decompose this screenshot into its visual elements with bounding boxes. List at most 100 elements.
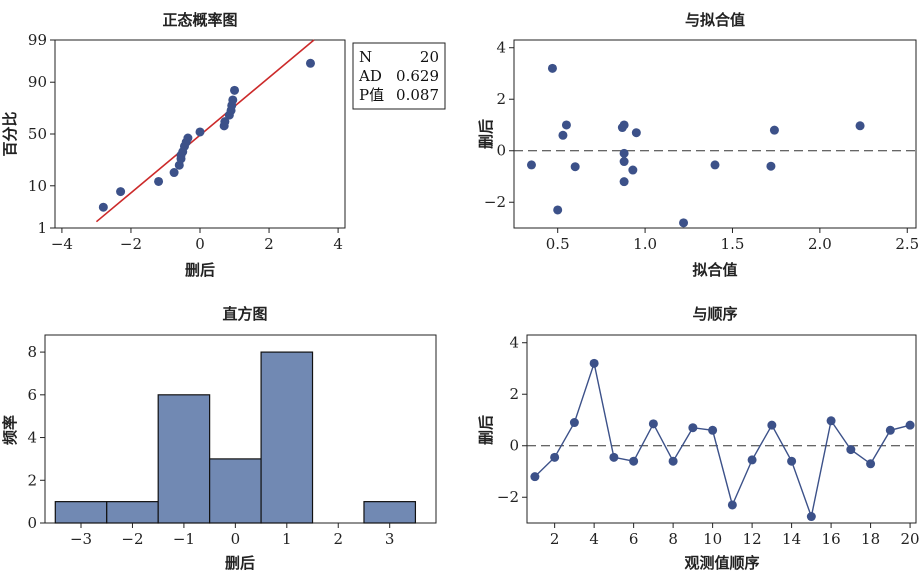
order-plot-xtick-label: 4 <box>589 530 599 548</box>
fits-plot-ytick-label: 2 <box>496 90 506 108</box>
normal-plot-point <box>116 187 126 197</box>
fits-plot-ytick-label: 4 <box>496 39 506 57</box>
fits-plot-point <box>855 121 865 131</box>
histogram-xtick-label: 2 <box>333 530 343 548</box>
histogram-ytick-label: 4 <box>27 429 37 447</box>
fits-plot-point <box>766 161 776 171</box>
order-plot-point <box>767 420 777 430</box>
order-plot-xtick-label: 16 <box>822 530 841 548</box>
histogram-ytick-label: 0 <box>27 514 37 532</box>
order-plot-point <box>885 425 895 435</box>
order-plot-point <box>866 459 876 469</box>
order-plot-point <box>688 423 698 433</box>
histogram-bar <box>260 351 314 524</box>
histogram-xlabel: 删后 <box>225 554 255 572</box>
normal-plot-point <box>183 133 193 143</box>
residuals-vs-fits-plot: 与拟合值 拟合值 删后 0.5 1.0 1.5 2.0 2.5 −2 0 2 4 <box>477 11 919 279</box>
normal-plot-ytick-label: 10 <box>28 177 47 195</box>
fits-plot-point <box>631 128 641 138</box>
fits-plot-point <box>558 130 568 140</box>
normal-plot-ytick-label: 1 <box>37 219 47 237</box>
order-plot-xlabel: 观测值顺序 <box>684 554 759 572</box>
stats-label-2: P值 <box>359 86 384 104</box>
order-plot-point <box>806 512 816 522</box>
histogram-bar <box>54 501 108 524</box>
fits-plot-frame <box>513 39 917 229</box>
stats-label-1: AD <box>358 67 382 85</box>
fits-plot-xtick-label: 2.5 <box>895 235 919 253</box>
normal-plot-xtick-label: −2 <box>120 235 142 253</box>
order-plot-ytick-label: 4 <box>509 334 519 352</box>
fits-plot-ytick-label: −2 <box>484 193 506 211</box>
histogram-bar <box>106 501 159 524</box>
fits-plot-xlabel: 拟合值 <box>692 261 737 279</box>
stats-value-2: 0.087 <box>396 86 439 104</box>
order-plot-point <box>648 419 658 429</box>
normal-plot-stats-box: N 20 AD 0.629 P值 0.087 <box>352 42 446 110</box>
histogram-xtick-label: −3 <box>70 530 92 548</box>
histogram-ylabel: 频率 <box>1 415 19 445</box>
normal-plot-xtick-label: 2 <box>264 235 274 253</box>
fits-plot-xtick-label: 2.0 <box>808 235 832 253</box>
histogram-xtick-label: 3 <box>385 530 395 548</box>
fits-plot-point <box>619 157 629 167</box>
normal-plot-ytick-label: 90 <box>28 73 47 91</box>
fits-plot-point <box>561 120 571 130</box>
order-plot-xtick-label: 2 <box>550 530 560 548</box>
fits-plot-point <box>547 63 557 73</box>
fits-plot-xtick-label: 1.5 <box>721 235 745 253</box>
normal-fit-line <box>95 39 315 223</box>
order-plot-xtick-label: 20 <box>901 530 919 548</box>
histogram-ytick-label: 8 <box>27 343 37 361</box>
order-plot-ytick-label: 2 <box>509 385 519 403</box>
order-series-line <box>534 360 911 520</box>
fits-plot-point <box>769 125 779 135</box>
stats-label-0: N <box>359 48 372 66</box>
order-plot-point <box>569 418 579 428</box>
fits-plot-point <box>628 165 638 175</box>
histogram-ytick-label: 6 <box>27 386 37 404</box>
histogram-ytick-label: 2 <box>27 471 37 489</box>
histogram-bar <box>363 501 417 524</box>
normal-plot-xlabel: 删后 <box>185 261 215 279</box>
histogram-title: 直方图 <box>222 305 267 323</box>
histogram-xtick-label: −2 <box>121 530 143 548</box>
order-plot-point <box>668 456 678 466</box>
order-plot-point <box>550 452 560 462</box>
residuals-vs-order-plot: 与顺序 观测值顺序 删后 2 4 6 8 10 12 14 16 18 20 −2 0 2 4 <box>477 305 919 572</box>
normal-plot-point <box>230 85 240 95</box>
order-plot-xtick-label: 14 <box>782 530 801 548</box>
histogram-xtick-label: 0 <box>231 530 241 548</box>
order-plot-point <box>708 425 718 435</box>
normal-plot-ytick-label: 50 <box>28 125 47 143</box>
fits-plot-point <box>570 162 580 172</box>
order-plot-point <box>589 358 599 368</box>
normal-plot-title: 正态概率图 <box>162 11 237 29</box>
order-plot-point <box>905 420 915 430</box>
order-plot-xtick-label: 10 <box>703 530 722 548</box>
order-plot-point <box>826 416 836 426</box>
order-plot-point <box>787 456 797 466</box>
fits-plot-point <box>619 148 629 158</box>
order-plot-point <box>530 472 540 482</box>
normal-probability-plot: 正态概率图 删后 百分比 −4 −2 0 2 4 1 10 50 90 99 N 20 AD 0.629… <box>1 11 446 279</box>
histogram-xtick-label: −1 <box>173 530 195 548</box>
order-plot-frame <box>526 334 917 524</box>
order-plot-point <box>629 456 639 466</box>
normal-plot-point <box>220 117 230 127</box>
order-plot-xtick-label: 12 <box>743 530 762 548</box>
normal-plot-point <box>154 176 164 186</box>
normal-plot-xtick-label: −4 <box>51 235 73 253</box>
stats-value-1: 0.629 <box>396 67 439 85</box>
normal-plot-point <box>228 95 238 105</box>
fits-plot-point <box>619 120 629 130</box>
histogram-bar <box>209 458 262 524</box>
order-plot-ylabel: 删后 <box>477 415 495 445</box>
order-plot-point <box>609 452 619 462</box>
normal-plot-xtick-label: 4 <box>333 235 343 253</box>
normal-plot-ylabel: 百分比 <box>1 111 19 156</box>
histogram-bar <box>157 394 211 524</box>
order-plot-ytick-label: 0 <box>509 437 519 455</box>
order-plot-ytick-label: −2 <box>497 488 519 506</box>
fits-plot-title: 与拟合值 <box>685 11 745 29</box>
